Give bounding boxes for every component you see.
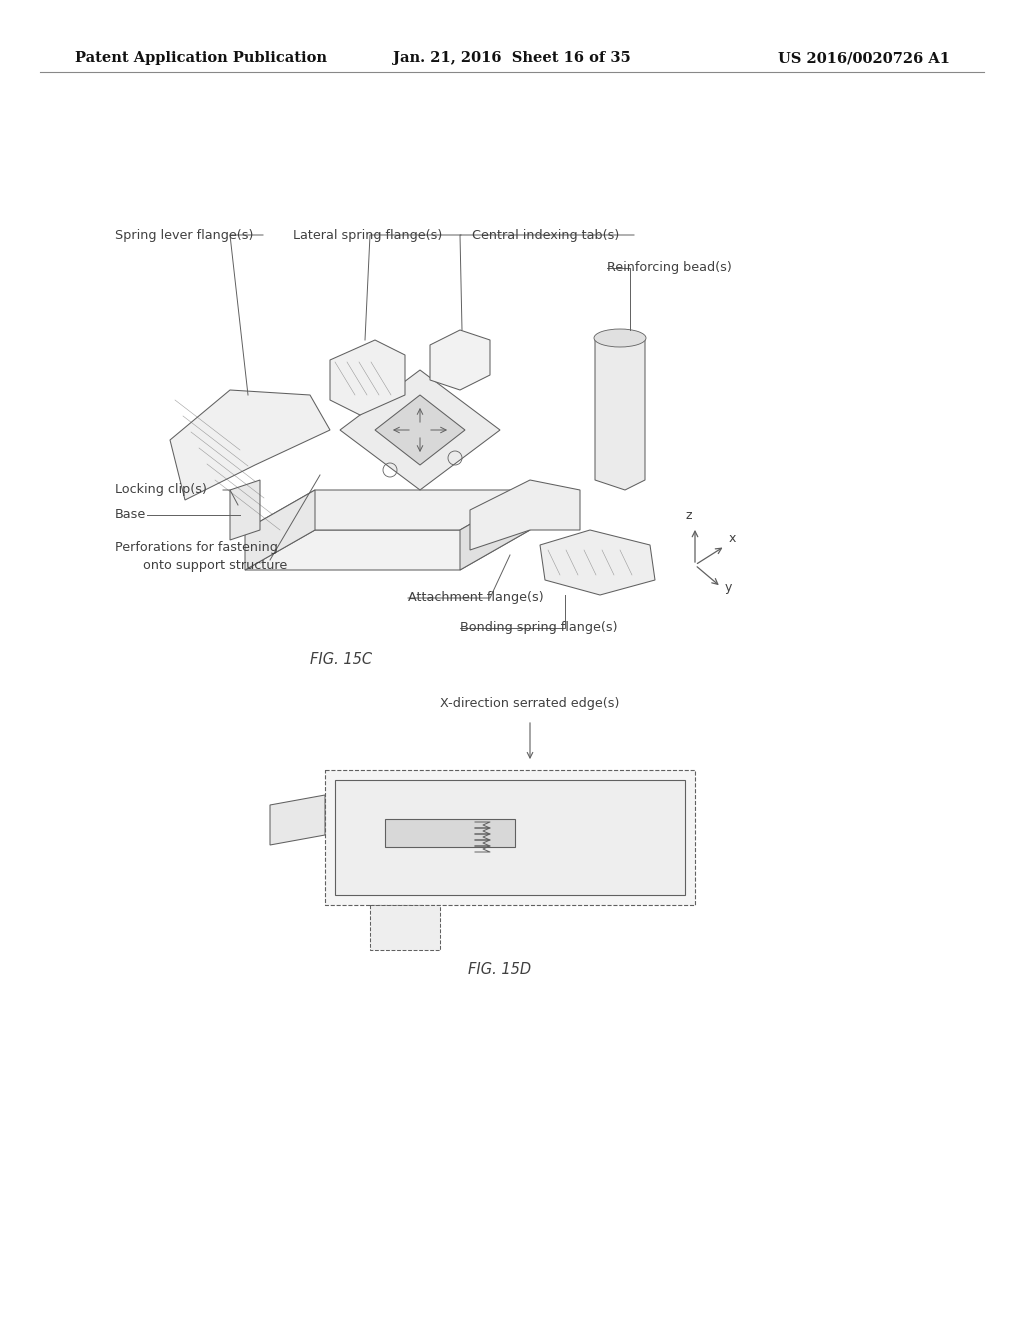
Polygon shape — [340, 370, 500, 490]
Text: Locking clip(s): Locking clip(s) — [115, 483, 207, 496]
Text: x: x — [729, 532, 736, 545]
Text: z: z — [685, 510, 691, 521]
Text: Base: Base — [115, 508, 146, 521]
Text: Central indexing tab(s): Central indexing tab(s) — [472, 228, 620, 242]
Polygon shape — [330, 341, 406, 414]
Text: Lateral spring flange(s): Lateral spring flange(s) — [293, 228, 442, 242]
Polygon shape — [595, 330, 645, 490]
Ellipse shape — [594, 329, 646, 347]
Polygon shape — [245, 490, 315, 570]
Text: FIG. 15C: FIG. 15C — [310, 652, 372, 668]
Bar — [325, 770, 695, 906]
Polygon shape — [170, 389, 330, 500]
Text: Jan. 21, 2016  Sheet 16 of 35: Jan. 21, 2016 Sheet 16 of 35 — [393, 51, 631, 65]
Text: Spring lever flange(s): Spring lever flange(s) — [115, 228, 253, 242]
Polygon shape — [470, 480, 580, 550]
Text: FIG. 15D: FIG. 15D — [468, 962, 531, 978]
Text: Bonding spring flange(s): Bonding spring flange(s) — [460, 622, 617, 635]
Polygon shape — [460, 490, 530, 570]
Polygon shape — [270, 795, 325, 845]
Bar — [335, 780, 685, 895]
Text: y: y — [725, 581, 732, 594]
Polygon shape — [370, 906, 440, 950]
Polygon shape — [540, 531, 655, 595]
Polygon shape — [230, 480, 260, 540]
Text: US 2016/0020726 A1: US 2016/0020726 A1 — [778, 51, 950, 65]
Polygon shape — [385, 818, 515, 847]
Polygon shape — [430, 330, 490, 389]
Polygon shape — [245, 531, 530, 570]
Polygon shape — [245, 490, 530, 531]
Text: Patent Application Publication: Patent Application Publication — [75, 51, 327, 65]
Text: onto support structure: onto support structure — [143, 560, 288, 573]
Text: Perforations for fastening: Perforations for fastening — [115, 541, 278, 554]
Polygon shape — [375, 395, 465, 465]
Text: Attachment flange(s): Attachment flange(s) — [408, 591, 544, 605]
Text: X-direction serrated edge(s): X-direction serrated edge(s) — [440, 697, 620, 710]
Text: Reinforcing bead(s): Reinforcing bead(s) — [607, 261, 732, 275]
